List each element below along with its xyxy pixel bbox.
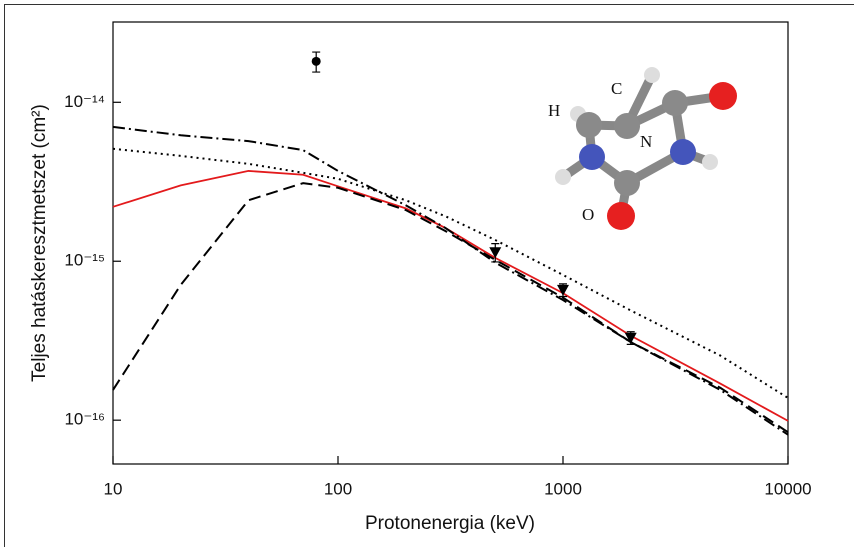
series-line: [113, 149, 788, 398]
atom-label: O: [582, 205, 594, 224]
plot-area: [113, 22, 788, 464]
y-tick-label: 10⁻¹⁵: [64, 251, 105, 270]
y-tick-label: 10⁻¹⁴: [64, 92, 105, 111]
y-tick-label: 10⁻¹⁶: [64, 410, 105, 429]
y-axis-label: Teljes hatáskeresztmetszet (cm²): [29, 104, 50, 382]
chart: Protonenergia (keV) Teljes hatáskeresztm…: [0, 0, 854, 547]
atom-label: N: [640, 132, 652, 151]
atom-label: C: [611, 79, 622, 98]
data-point: [312, 57, 321, 66]
x-tick-label: 100: [324, 479, 352, 498]
x-tick-label: 10000: [764, 479, 811, 498]
x-axis-label: Protonenergia (keV): [365, 513, 535, 534]
series-line: [113, 127, 788, 435]
x-tick-label: 10: [104, 479, 123, 498]
x-tick-label: 1000: [544, 479, 582, 498]
series-line: [113, 183, 788, 432]
atom-label: H: [548, 101, 560, 120]
series-line: [113, 171, 788, 421]
